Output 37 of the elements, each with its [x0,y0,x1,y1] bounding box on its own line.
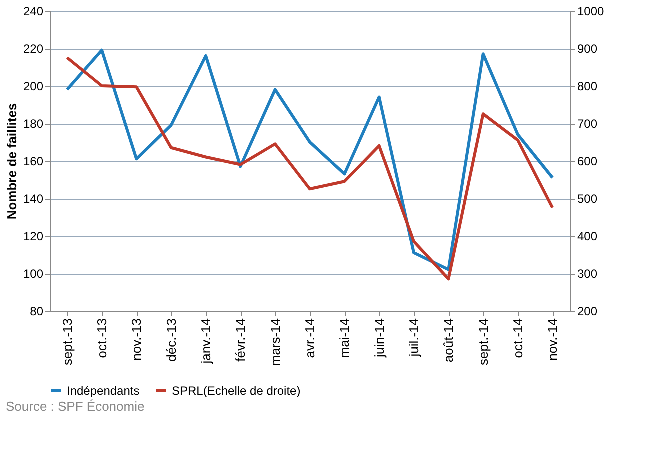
x-tick-label: juil.-14 [406,318,422,358]
x-tick-label: août-14 [441,318,456,363]
y-tick-label: 100 [23,267,44,281]
legend-label: SPRL(Echelle de droite) [172,384,301,398]
x-tick-label: mai-14 [337,318,352,358]
x-tick-label: avr.-14 [302,318,318,358]
y-tick-label: 200 [23,80,44,94]
y2-tick-label: 1000 [578,4,605,18]
y-tick-label: 160 [23,154,44,168]
x-tick-label: sept.-14 [476,318,491,366]
y-tick-label: 240 [23,4,44,18]
y2-tick-label: 500 [578,192,598,206]
x-tick-label: nov.-13 [129,318,144,361]
x-tick-label: oct.-13 [94,318,110,358]
y2-tick-label: 900 [578,42,598,56]
y2-tick-label: 400 [578,230,598,244]
legend-label: Indépendants [67,384,140,398]
x-tick-label: juin-14 [372,318,387,359]
y2-tick-label: 200 [578,304,598,318]
y-tick-label: 220 [23,42,44,56]
y2-tick-label: 800 [578,80,598,94]
x-tick-label: janv.-14 [198,318,214,365]
x-tick-label: sept.-13 [60,318,75,366]
y2-tick-label: 600 [578,154,598,168]
x-tick-label: déc.-13 [164,318,179,362]
y2-tick-label: 300 [578,267,598,281]
y-tick-label: 140 [23,192,44,206]
source-note: Source : SPF Économie [6,399,145,414]
y-tick-label: 180 [23,117,44,131]
x-tick-label: nov.-14 [545,318,560,361]
y-tick-label: 120 [23,230,44,244]
y2-tick-label: 700 [578,117,598,131]
y-axis-title: Nombre de faillites [4,103,20,220]
x-tick-label: oct.-14 [510,318,526,358]
x-tick-label: mars-14 [268,318,283,366]
x-tick-label: févr.-14 [233,318,248,362]
y-tick-label: 80 [30,304,44,318]
